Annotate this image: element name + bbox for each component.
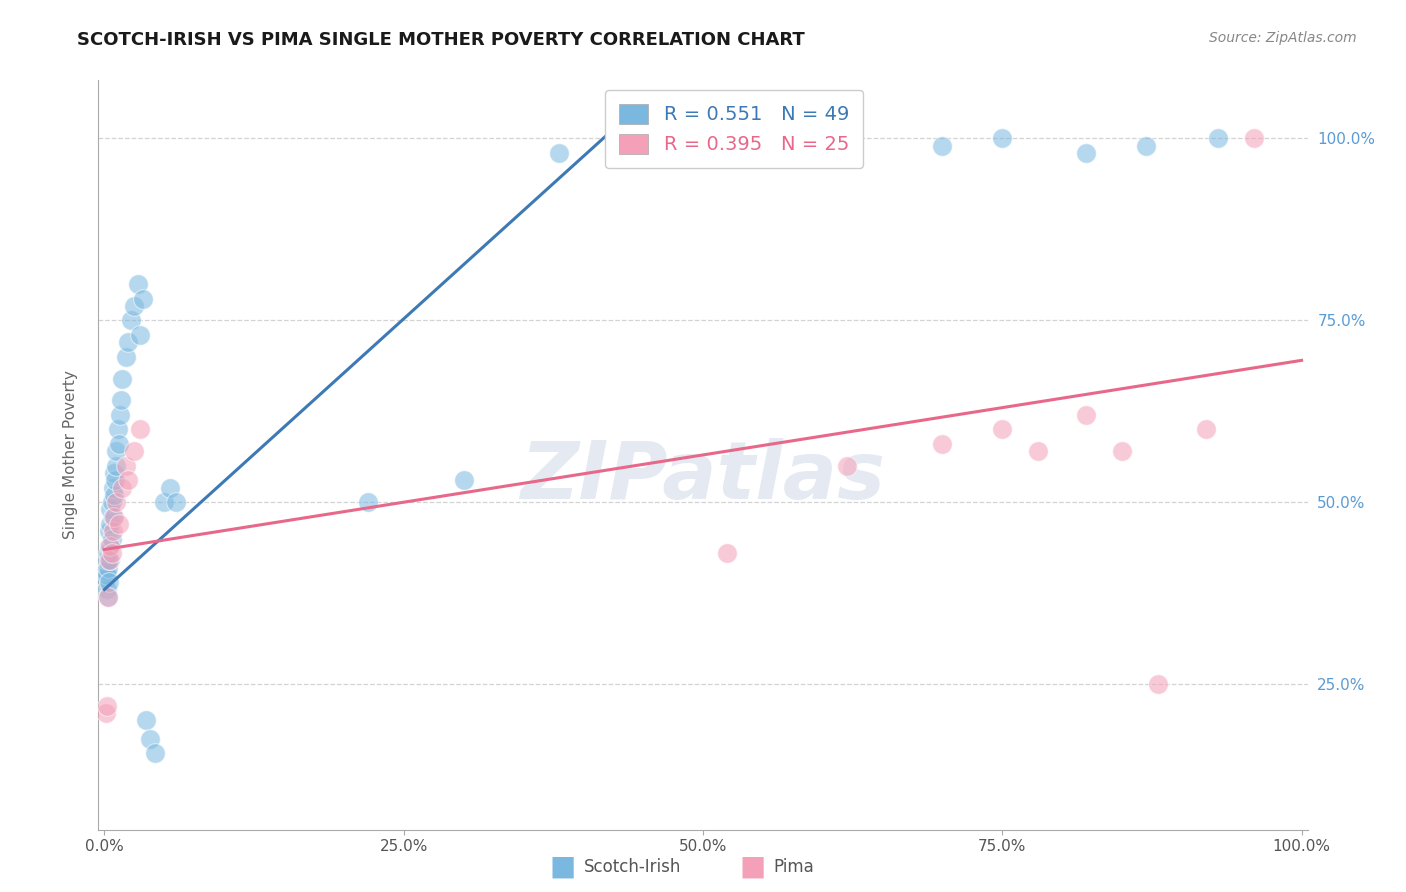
Point xyxy=(101,509,124,524)
Point xyxy=(129,422,152,436)
Point xyxy=(127,277,149,291)
Text: Scotch-Irish: Scotch-Irish xyxy=(583,858,681,876)
Point xyxy=(96,582,118,597)
Point xyxy=(139,731,162,746)
Point xyxy=(98,553,121,567)
Point xyxy=(107,516,129,531)
Point xyxy=(94,572,117,586)
Point xyxy=(111,371,134,385)
Point xyxy=(1147,677,1170,691)
Point xyxy=(98,539,121,553)
Point xyxy=(103,466,125,480)
Point xyxy=(1243,131,1265,145)
Point xyxy=(1074,408,1097,422)
Point xyxy=(105,444,128,458)
Point xyxy=(931,437,953,451)
Text: Source: ZipAtlas.com: Source: ZipAtlas.com xyxy=(1209,31,1357,45)
Point xyxy=(100,553,122,567)
Point xyxy=(117,474,139,488)
Point xyxy=(1135,138,1157,153)
Point xyxy=(143,746,166,760)
Point xyxy=(101,524,124,539)
Point xyxy=(1206,131,1229,145)
Text: ■: ■ xyxy=(550,853,575,881)
Point xyxy=(132,292,155,306)
Point xyxy=(117,335,139,350)
Text: ZIPatlas: ZIPatlas xyxy=(520,438,886,516)
Legend: R = 0.551   N = 49, R = 0.395   N = 25: R = 0.551 N = 49, R = 0.395 N = 25 xyxy=(605,90,862,168)
Point xyxy=(716,546,738,560)
Point xyxy=(991,422,1014,436)
Point xyxy=(129,327,152,342)
Point xyxy=(94,564,117,578)
Point xyxy=(110,393,132,408)
Point xyxy=(124,444,146,458)
Point xyxy=(96,553,118,567)
Point xyxy=(115,350,138,364)
Point xyxy=(97,546,120,560)
Point xyxy=(103,509,125,524)
Point xyxy=(1111,444,1133,458)
Point xyxy=(124,299,146,313)
Point xyxy=(100,495,122,509)
Text: SCOTCH-IRISH VS PIMA SINGLE MOTHER POVERTY CORRELATION CHART: SCOTCH-IRISH VS PIMA SINGLE MOTHER POVER… xyxy=(77,31,806,49)
Point xyxy=(453,474,475,488)
Point xyxy=(98,575,121,590)
Point xyxy=(105,495,128,509)
Point xyxy=(97,590,120,604)
Point xyxy=(98,524,121,539)
Point xyxy=(159,481,181,495)
Point xyxy=(115,458,138,473)
Point xyxy=(100,539,122,553)
Point xyxy=(153,495,176,509)
Point xyxy=(100,546,122,560)
Point xyxy=(135,714,157,728)
Point xyxy=(357,495,380,509)
Point xyxy=(165,495,187,509)
Point xyxy=(96,568,118,582)
Text: ■: ■ xyxy=(740,853,765,881)
Point xyxy=(1074,146,1097,161)
Point xyxy=(111,481,134,495)
Point xyxy=(835,458,858,473)
Point xyxy=(100,516,122,531)
Point xyxy=(94,706,117,721)
Point xyxy=(96,698,118,713)
Point xyxy=(120,313,142,327)
Point xyxy=(548,146,571,161)
Point xyxy=(104,474,127,488)
Point xyxy=(991,131,1014,145)
Point xyxy=(108,408,131,422)
Point xyxy=(101,481,124,495)
Point xyxy=(1026,444,1049,458)
Point xyxy=(97,590,120,604)
Point xyxy=(107,422,129,436)
Point xyxy=(97,560,120,574)
Point xyxy=(100,532,122,546)
Point xyxy=(931,138,953,153)
Y-axis label: Single Mother Poverty: Single Mother Poverty xyxy=(63,370,77,540)
Point xyxy=(105,458,128,473)
Point xyxy=(1195,422,1218,436)
Point xyxy=(107,437,129,451)
Point xyxy=(100,502,122,516)
Text: Pima: Pima xyxy=(773,858,814,876)
Point xyxy=(103,488,125,502)
